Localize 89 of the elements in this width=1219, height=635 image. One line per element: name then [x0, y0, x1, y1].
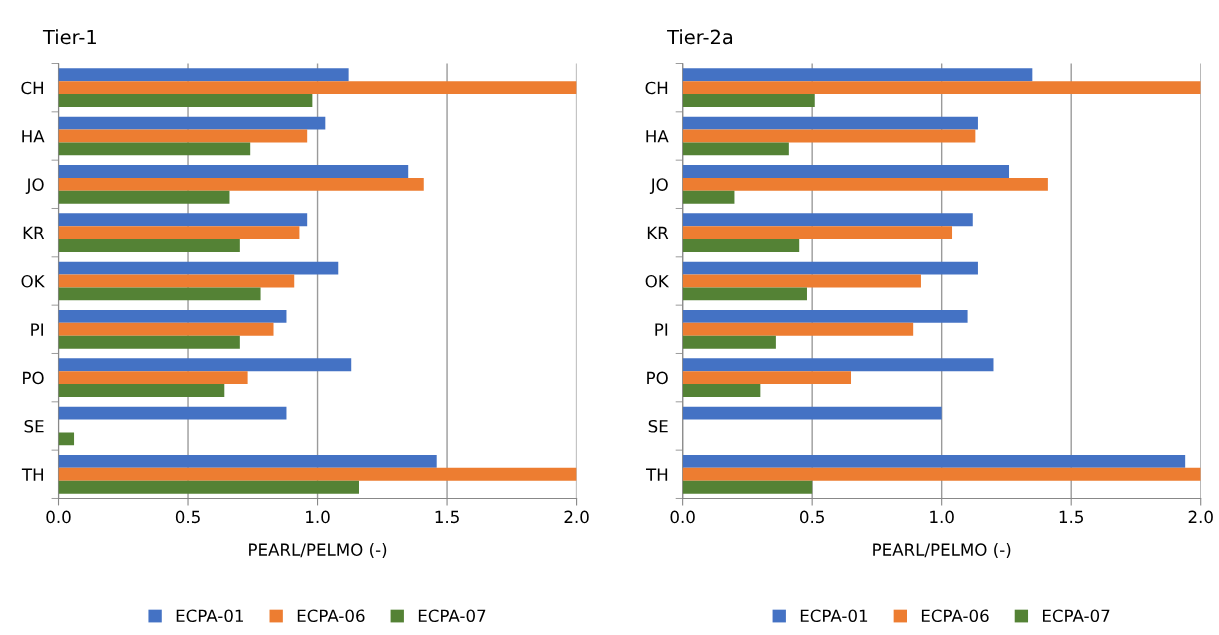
bar — [682, 226, 953, 240]
bar — [58, 116, 326, 130]
bar — [58, 226, 300, 240]
bar — [58, 68, 349, 82]
legend-label: ECPA-07 — [418, 609, 486, 623]
bar — [682, 190, 735, 204]
bar — [682, 239, 800, 252]
y-tick-label: OK — [21, 274, 45, 288]
y-tick-label: CH — [21, 81, 43, 95]
bar — [682, 454, 1186, 468]
bar — [682, 335, 776, 349]
legend-label: ECPA-06 — [297, 609, 365, 623]
y-tick-label: JO — [649, 178, 668, 194]
bar — [58, 239, 240, 252]
bar — [58, 287, 261, 301]
y-tick-label: JO — [25, 178, 44, 194]
bar — [58, 309, 287, 323]
bar — [58, 335, 240, 349]
x-axis-title: PEARL/PELMO (-) — [249, 543, 387, 558]
bar — [58, 432, 75, 446]
bar — [58, 454, 437, 468]
bar — [682, 358, 994, 372]
legend-label: ECPA-06 — [921, 609, 989, 623]
bar — [58, 358, 352, 372]
legend-label: ECPA-07 — [1043, 609, 1110, 623]
y-tick-label: HA — [646, 130, 669, 143]
bar — [682, 309, 968, 323]
legend-label: ECPA-01 — [800, 609, 868, 623]
x-tick-label: 1.0 — [930, 510, 954, 524]
bar — [58, 274, 295, 288]
bar — [58, 213, 308, 227]
bar — [682, 94, 815, 107]
y-tick-label: PI — [655, 323, 668, 336]
bar — [682, 274, 921, 288]
x-tick-label: 0.0 — [670, 510, 695, 524]
bar — [58, 371, 248, 385]
bar — [682, 164, 1010, 178]
bar — [58, 94, 313, 107]
bar — [58, 177, 424, 191]
bar — [58, 480, 359, 494]
y-tick-label: CH — [645, 81, 668, 95]
bar — [682, 81, 1201, 95]
bar — [58, 164, 409, 178]
bar — [58, 261, 339, 275]
y-tick-label: HA — [22, 130, 45, 143]
bar — [58, 129, 308, 143]
bar — [58, 467, 577, 481]
y-tick-label: KR — [647, 226, 669, 239]
bar — [682, 384, 761, 397]
bar — [682, 177, 1048, 191]
y-tick-label: TH — [645, 468, 668, 481]
y-tick-label: PO — [23, 371, 44, 385]
bar — [58, 190, 230, 204]
y-tick-label: PO — [647, 371, 668, 385]
x-tick-label: 2.0 — [1188, 510, 1213, 524]
x-tick-label: 0.5 — [800, 510, 824, 524]
x-tick-label: 1.5 — [435, 510, 459, 524]
bar — [682, 371, 852, 385]
bar — [58, 384, 225, 397]
x-tick-label: 0.0 — [46, 510, 71, 524]
y-tick-label: OK — [645, 274, 670, 288]
bar — [58, 406, 287, 420]
bar — [682, 480, 813, 494]
bar — [682, 142, 789, 156]
bar — [58, 322, 274, 336]
x-tick-label: 2.0 — [564, 510, 589, 524]
x-tick-label: 1.0 — [306, 510, 330, 524]
bar — [682, 322, 914, 336]
x-axis-title: PEARL/PELMO (-) — [873, 543, 1011, 558]
bar — [58, 142, 251, 156]
bar — [682, 129, 976, 143]
y-tick-label: TH — [21, 468, 43, 481]
bar — [682, 261, 978, 275]
legend-label: ECPA-01 — [176, 609, 243, 623]
bar — [682, 467, 1201, 481]
y-tick-label: PI — [31, 323, 43, 336]
bar — [58, 81, 577, 95]
x-tick-label: 1.5 — [1059, 510, 1083, 524]
y-tick-label: SE — [648, 419, 668, 433]
bar — [682, 287, 807, 301]
chart-title: Tier-2a — [667, 29, 733, 45]
chart-title: Tier-1 — [42, 29, 96, 45]
bar — [682, 213, 973, 227]
bar — [682, 68, 1033, 82]
bar — [682, 406, 942, 420]
y-tick-label: SE — [24, 419, 44, 433]
bar — [682, 116, 978, 130]
y-tick-label: KR — [23, 226, 45, 239]
x-tick-label: 0.5 — [175, 510, 200, 524]
